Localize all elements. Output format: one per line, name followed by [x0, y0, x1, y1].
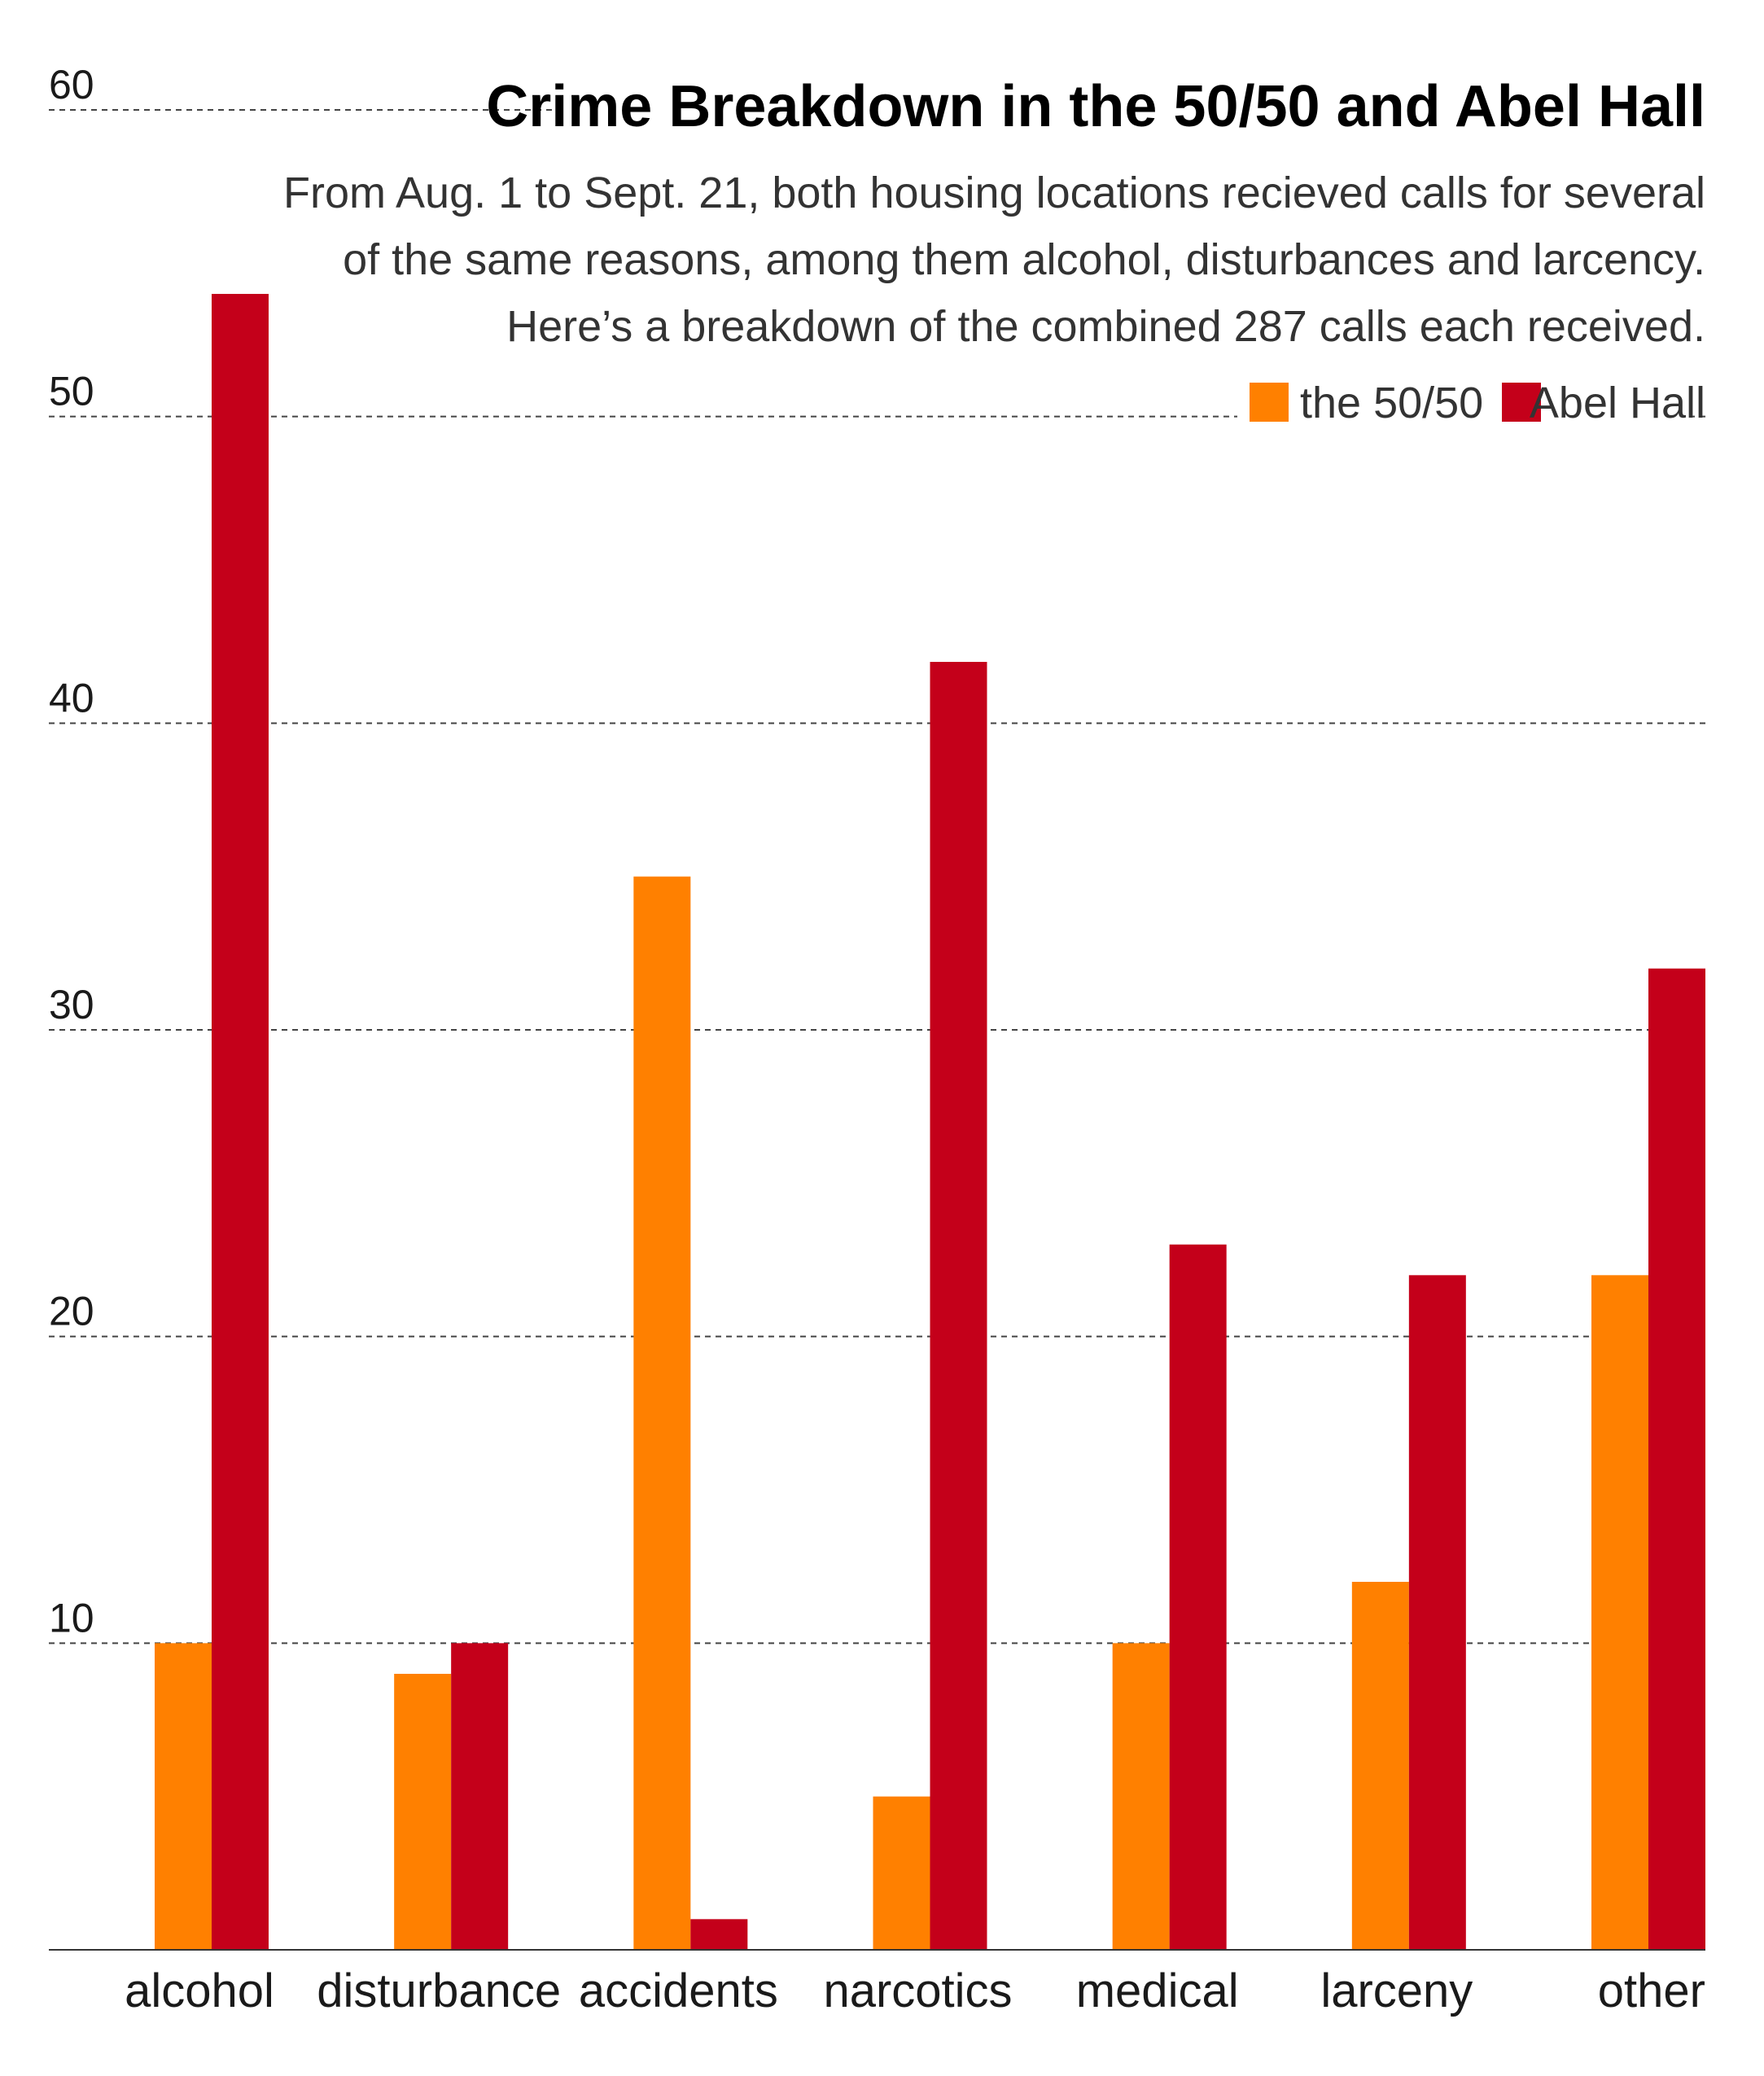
bar-disturbance-abel-hall [451, 1643, 509, 1950]
y-tick-label: 60 [49, 62, 94, 107]
bar-accidents-abel-hall [690, 1919, 748, 1950]
bar-narcotics-the-50-50 [873, 1796, 930, 1950]
bar-accidents-the-50-50 [633, 876, 691, 1950]
y-tick-label: 50 [49, 369, 94, 414]
chart-subtitle-line-1: From Aug. 1 to Sept. 21, both housing lo… [283, 169, 1705, 217]
bar-other-abel-hall [1648, 968, 1705, 1950]
bar-alcohol-the-50-50 [155, 1643, 212, 1950]
x-tick-label-larceny: larceny [1320, 1964, 1473, 2017]
x-tick-label-accidents: accidents [579, 1964, 778, 2017]
x-axis-category-labels: alcohol disturbance accidents narcotics medi… [125, 1964, 1705, 2017]
bar-other-the-50-50 [1591, 1275, 1648, 1950]
bar-larceny-the-50-50 [1351, 1582, 1409, 1950]
x-tick-label-narcotics: narcotics [823, 1964, 1012, 2017]
y-axis-tick-labels: 10 20 30 40 50 60 [49, 62, 94, 1640]
bar-alcohol-abel-hall [212, 294, 269, 1950]
legend-swatch-the-50-50 [1250, 383, 1289, 422]
bar-medical-abel-hall [1169, 1244, 1227, 1950]
bar-larceny-abel-hall [1408, 1275, 1466, 1950]
bar-disturbance-the-50-50 [394, 1674, 452, 1950]
chart-subtitle-line-3: Here’s a breakdown of the combined 287 c… [506, 302, 1705, 351]
legend-label-abel-hall: Abel Hall [1530, 379, 1705, 427]
y-tick-label: 40 [49, 675, 94, 720]
y-tick-label: 20 [49, 1289, 94, 1334]
chart-subtitle-line-2: of the same reasons, among them alcohol,… [343, 235, 1705, 284]
legend: the 50/50 Abel Hall [1237, 379, 1705, 431]
bar-medical-the-50-50 [1112, 1643, 1170, 1950]
bar-narcotics-abel-hall [930, 662, 987, 1950]
legend-swatch-abel-hall [1502, 383, 1541, 422]
y-tick-label: 30 [49, 982, 94, 1027]
chart-title: Crime Breakdown in the 50/50 and Abel Ha… [486, 74, 1705, 139]
x-tick-label-other: other [1598, 1964, 1705, 2017]
legend-label-the-50-50: the 50/50 [1300, 379, 1483, 427]
header: Crime Breakdown in the 50/50 and Abel Ha… [283, 69, 1709, 351]
bars [155, 294, 1705, 1950]
x-tick-label-disturbance: disturbance [317, 1964, 561, 2017]
y-tick-label: 10 [49, 1595, 94, 1640]
x-tick-label-alcohol: alcohol [125, 1964, 274, 2017]
x-tick-label-medical: medical [1076, 1964, 1239, 2017]
